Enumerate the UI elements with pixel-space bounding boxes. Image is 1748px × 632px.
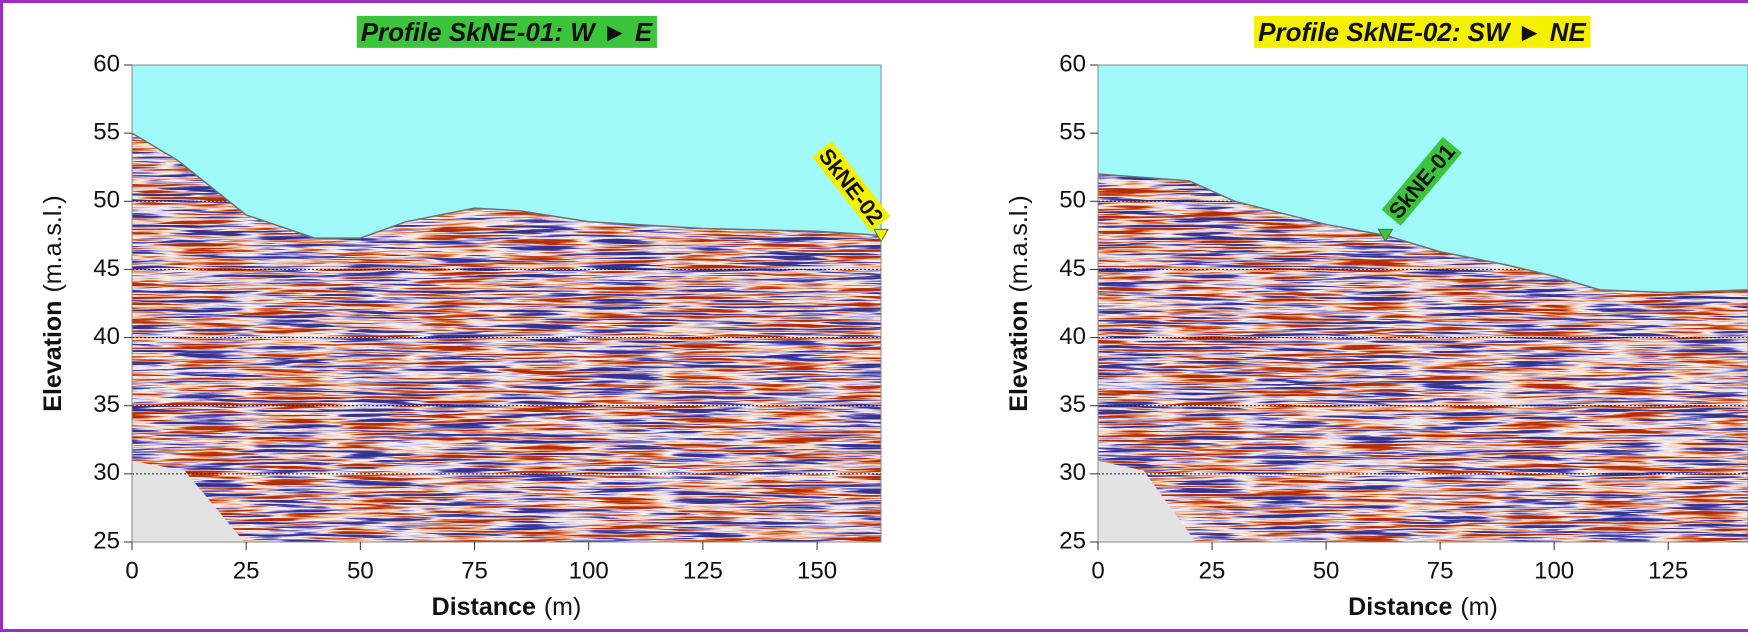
x-tick-label: 100 (569, 557, 609, 584)
y-tick-label: 55 (1059, 118, 1086, 145)
no-data (1098, 460, 1196, 542)
marker-triangle (873, 228, 889, 243)
x-tick-label: 75 (1427, 557, 1454, 584)
y-tick-label: 35 (1059, 391, 1086, 418)
title-group: Profile SkNE-01: W ► E (356, 15, 657, 48)
y-axis-unit: (m.a.s.l.) (1005, 195, 1033, 292)
marker-label-background (811, 141, 891, 232)
y-tick-label: 60 (93, 50, 120, 77)
marker-triangle (1377, 228, 1394, 243)
x-tick-label: 75 (461, 557, 488, 584)
y-tick-label: 45 (1059, 255, 1086, 282)
x-axis-title: Distance (m) (1348, 593, 1498, 621)
x-tick-label: 125 (1648, 557, 1688, 584)
x-axis-label: Distance (1348, 593, 1452, 621)
title-background (356, 15, 657, 48)
y-tick-label: 35 (93, 391, 120, 418)
y-axis-unit: (m.a.s.l.) (39, 195, 67, 292)
y-tick-label: 40 (93, 323, 120, 350)
surface-line (131, 132, 882, 239)
chart-title: Profile SkNE-02: SW ► NE (1258, 17, 1586, 47)
y-axis-title: Elevation (m.a.s.l.) (39, 195, 67, 411)
y-axis-title: Elevation (m.a.s.l.) (1005, 195, 1033, 411)
y-tick-label: 25 (1059, 527, 1086, 554)
x-tick-label: 0 (125, 557, 138, 584)
x-tick-label: 25 (233, 557, 260, 584)
surface-line (1097, 173, 1748, 294)
plot-border (131, 64, 882, 543)
y-tick-label: 60 (1059, 50, 1086, 77)
marker-label-background (1381, 136, 1462, 226)
x-tick-label: 25 (1199, 557, 1226, 584)
chart-title: Profile SkNE-01: W ► E (361, 17, 653, 47)
sky-area (132, 65, 881, 239)
x-axis-unit: (m) (1460, 593, 1497, 621)
y-tick-label: 50 (1059, 187, 1086, 214)
x-axis-label: Distance (432, 593, 536, 621)
x-tick-label: 150 (797, 557, 837, 584)
y-tick-label: 25 (93, 527, 120, 554)
x-tick-label: 50 (347, 557, 374, 584)
x-tick-label: 100 (1534, 557, 1574, 584)
x-axis-title: Distance (m) (432, 593, 582, 621)
y-axis-label: Elevation (39, 301, 67, 412)
y-tick-label: 50 (93, 187, 120, 214)
y-tick-label: 40 (1059, 323, 1086, 350)
no-data (132, 460, 245, 542)
x-axis-unit: (m) (544, 593, 581, 621)
plot-border (1097, 64, 1748, 543)
title-group: Profile SkNE-02: SW ► NE (1254, 15, 1591, 48)
y-tick-label: 45 (93, 255, 120, 282)
y-axis-label: Elevation (1005, 301, 1033, 412)
y-tick-label: 55 (93, 118, 120, 145)
x-tick-label: 0 (1091, 557, 1104, 584)
title-background (1254, 15, 1591, 48)
y-tick-label: 30 (93, 459, 120, 486)
x-tick-label: 50 (1313, 557, 1340, 584)
y-tick-label: 30 (1059, 459, 1086, 486)
x-tick-label: 125 (683, 557, 723, 584)
